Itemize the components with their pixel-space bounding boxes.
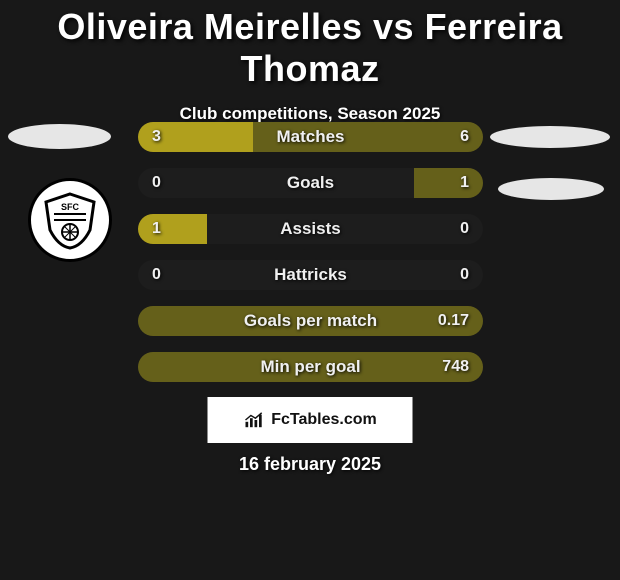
page-title: Oliveira Meirelles vs Ferreira Thomaz — [0, 0, 620, 90]
stat-value-right: 6 — [460, 122, 469, 152]
date-line: 16 february 2025 — [0, 454, 620, 475]
stat-row: Hattricks00 — [138, 260, 483, 290]
player-right-avatar-placeholder — [490, 126, 610, 148]
brand-footer: FcTables.com — [208, 397, 413, 443]
stat-value-right: 748 — [442, 352, 469, 382]
player-left-club-badge: SFC — [28, 178, 112, 262]
stat-bar-right-fill — [138, 352, 483, 382]
stat-bar-track — [138, 122, 483, 152]
stat-row: Min per goal748 — [138, 352, 483, 382]
player-left-avatar-placeholder — [8, 124, 111, 149]
stat-bar-right-fill — [253, 122, 483, 152]
stat-row: Assists10 — [138, 214, 483, 244]
stat-bar-track — [138, 168, 483, 198]
stat-value-left: 0 — [152, 260, 161, 290]
chart-icon — [243, 411, 265, 429]
stat-value-left: 1 — [152, 214, 161, 244]
svg-text:SFC: SFC — [61, 202, 80, 212]
stat-row: Goals01 — [138, 168, 483, 198]
stat-bar-right-fill — [138, 306, 483, 336]
stat-value-right: 0 — [460, 260, 469, 290]
stat-value-right: 0.17 — [438, 306, 469, 336]
stat-row: Matches36 — [138, 122, 483, 152]
stats-bars: Matches36Goals01Assists10Hattricks00Goal… — [138, 122, 483, 398]
subtitle: Club competitions, Season 2025 — [0, 104, 620, 124]
stat-value-left: 0 — [152, 168, 161, 198]
stat-row: Goals per match0.17 — [138, 306, 483, 336]
player-right-club-placeholder — [498, 178, 604, 200]
stat-value-right: 0 — [460, 214, 469, 244]
stat-bar-track — [138, 214, 483, 244]
stat-bar-track — [138, 260, 483, 290]
stat-bar-track — [138, 352, 483, 382]
stat-bar-left-fill — [138, 214, 207, 244]
stat-bar-right-fill — [414, 168, 483, 198]
stat-value-right: 1 — [460, 168, 469, 198]
club-crest-icon: SFC — [40, 190, 100, 250]
brand-text: FcTables.com — [271, 411, 377, 429]
stat-value-left: 3 — [152, 122, 161, 152]
stat-bar-track — [138, 306, 483, 336]
